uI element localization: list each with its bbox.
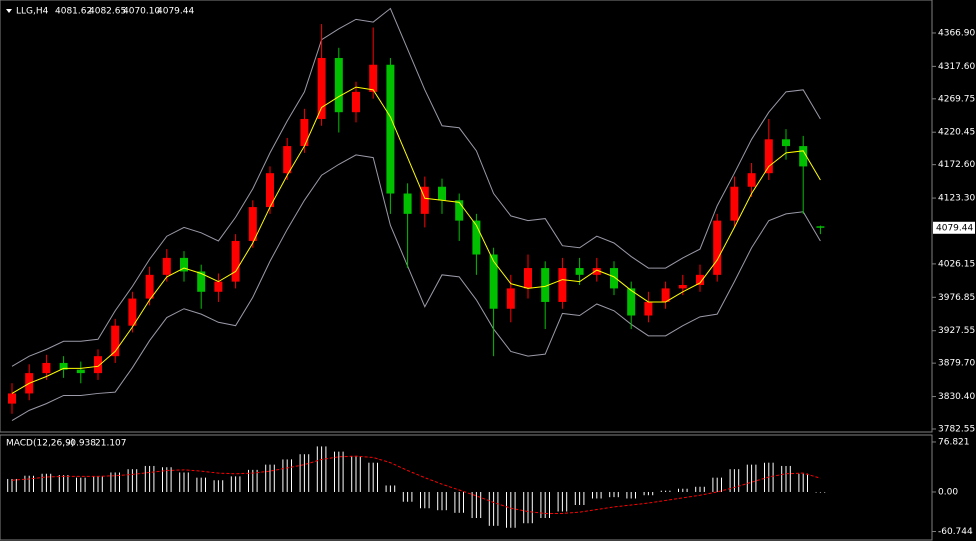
main-panel-border [0,0,933,433]
y-tick-label: 4026.15 [938,259,975,269]
y-tick-label: -60.744 [938,527,973,537]
candle-body [386,64,395,194]
candle-body [592,268,601,275]
candle-body [231,240,240,282]
y-tick-label: 4172.60 [938,160,975,170]
candle-body [352,91,360,113]
bollinger-upper [11,7,821,367]
candle-body [764,139,773,174]
candle-body [76,369,85,374]
candle-body [197,271,206,292]
y-tick-label: 76.821 [938,437,970,447]
candle-body [627,288,636,316]
candle-body [8,393,16,404]
candle-body [799,146,808,167]
y-tick-label: 4220.45 [938,128,975,138]
candle-body [300,118,309,147]
y-tick-label: 3830.40 [938,392,975,402]
y-tick-label: 3782.55 [938,424,975,434]
candle-body [369,64,378,92]
candle-body [678,285,687,289]
macd-signal [11,455,821,514]
candle-body [541,268,550,302]
candle-body [248,207,257,241]
candle-body [455,200,464,221]
candle-body [403,193,412,214]
candle-body [816,226,825,228]
candle-body [661,288,670,302]
candle-body [472,220,481,255]
candle-body [506,288,515,309]
candle-body [420,186,429,214]
current-price: 4079.44 [936,223,973,233]
candle-body [59,362,68,370]
macd-title: MACD(12,26,9) [6,439,74,449]
candle-body [747,173,756,187]
bollinger-lower [11,154,821,421]
candle-body [317,57,326,119]
candle-body [162,257,171,275]
y-tick-label: 3879.70 [938,359,975,369]
y-tick-label: 4123.30 [938,194,975,204]
candle-body [558,268,567,302]
header-high: 4082.65 [89,7,126,17]
candle-body [111,325,120,357]
candle-body [94,356,102,374]
candle-body [283,146,292,174]
macd-signal-value: 21.107 [95,439,127,449]
candle-body [128,298,137,326]
candle-body [644,301,653,316]
candle-body [696,274,704,286]
candle-body [730,186,739,221]
header-low: 4070.10 [123,7,160,17]
candle-body [266,173,274,208]
symbol-label: LLG,H4 [16,7,49,17]
price-box [933,221,975,234]
candle-body [180,257,188,272]
candle-body [438,186,446,201]
candle-body [713,220,722,275]
candle-body [334,57,343,113]
candle-body [524,268,532,289]
y-tick-label: 4317.60 [938,62,975,72]
moving-average [11,86,821,394]
y-tick-label: 3927.55 [938,326,975,336]
macd-panel-border [0,434,933,541]
candle-body [145,274,154,299]
candle-body [42,362,51,374]
y-tick-label: 4269.75 [938,94,975,104]
y-tick-label: 0.00 [938,487,958,497]
candle-body [782,139,790,147]
candle-body [610,268,618,289]
y-tick-label: 4366.90 [938,28,975,38]
candle-body [489,254,498,309]
collapse-icon [6,9,12,13]
y-tick-label: 3976.85 [938,293,975,303]
candle-body [575,268,584,275]
header-close: 4079.44 [157,7,194,17]
macd-value: -0.938 [67,439,96,449]
header-open: 4081.62 [55,7,92,17]
candle-body [214,281,223,292]
